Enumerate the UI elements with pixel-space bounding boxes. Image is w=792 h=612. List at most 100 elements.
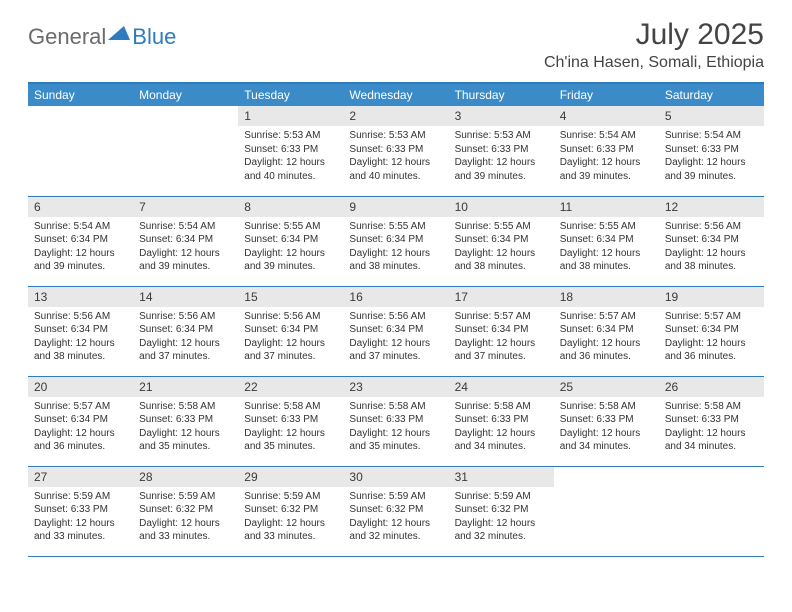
day-details: Sunrise: 5:55 AMSunset: 6:34 PMDaylight:… <box>238 217 343 280</box>
day-number: 31 <box>449 467 554 487</box>
calendar-empty-cell <box>659 466 764 556</box>
calendar-day-cell: 31Sunrise: 5:59 AMSunset: 6:32 PMDayligh… <box>449 466 554 556</box>
day-details: Sunrise: 5:55 AMSunset: 6:34 PMDaylight:… <box>343 217 448 280</box>
day-number: 23 <box>343 377 448 397</box>
calendar-day-cell: 30Sunrise: 5:59 AMSunset: 6:32 PMDayligh… <box>343 466 448 556</box>
title-block: July 2025 Ch'ina Hasen, Somali, Ethiopia <box>544 18 764 72</box>
calendar-day-cell: 3Sunrise: 5:53 AMSunset: 6:33 PMDaylight… <box>449 106 554 196</box>
day-header: Saturday <box>659 83 764 106</box>
calendar-day-cell: 29Sunrise: 5:59 AMSunset: 6:32 PMDayligh… <box>238 466 343 556</box>
day-details: Sunrise: 5:56 AMSunset: 6:34 PMDaylight:… <box>238 307 343 370</box>
day-number: 13 <box>28 287 133 307</box>
logo-triangle-icon <box>108 24 130 45</box>
day-number: 9 <box>343 197 448 217</box>
day-number: 1 <box>238 106 343 126</box>
calendar-empty-cell <box>28 106 133 196</box>
day-number: 25 <box>554 377 659 397</box>
day-number: 3 <box>449 106 554 126</box>
day-details: Sunrise: 5:54 AMSunset: 6:34 PMDaylight:… <box>28 217 133 280</box>
calendar-day-cell: 14Sunrise: 5:56 AMSunset: 6:34 PMDayligh… <box>133 286 238 376</box>
calendar-empty-cell <box>554 466 659 556</box>
calendar-empty-cell <box>133 106 238 196</box>
calendar-day-cell: 4Sunrise: 5:54 AMSunset: 6:33 PMDaylight… <box>554 106 659 196</box>
month-title: July 2025 <box>544 18 764 52</box>
calendar-day-cell: 17Sunrise: 5:57 AMSunset: 6:34 PMDayligh… <box>449 286 554 376</box>
calendar-day-cell: 19Sunrise: 5:57 AMSunset: 6:34 PMDayligh… <box>659 286 764 376</box>
calendar-day-cell: 11Sunrise: 5:55 AMSunset: 6:34 PMDayligh… <box>554 196 659 286</box>
calendar-week-row: 6Sunrise: 5:54 AMSunset: 6:34 PMDaylight… <box>28 196 764 286</box>
day-details: Sunrise: 5:54 AMSunset: 6:33 PMDaylight:… <box>659 126 764 189</box>
calendar-day-cell: 22Sunrise: 5:58 AMSunset: 6:33 PMDayligh… <box>238 376 343 466</box>
day-number: 20 <box>28 377 133 397</box>
day-details: Sunrise: 5:54 AMSunset: 6:34 PMDaylight:… <box>133 217 238 280</box>
day-number: 12 <box>659 197 764 217</box>
day-header: Sunday <box>28 83 133 106</box>
calendar-day-cell: 7Sunrise: 5:54 AMSunset: 6:34 PMDaylight… <box>133 196 238 286</box>
calendar-day-cell: 28Sunrise: 5:59 AMSunset: 6:32 PMDayligh… <box>133 466 238 556</box>
calendar-week-row: 1Sunrise: 5:53 AMSunset: 6:33 PMDaylight… <box>28 106 764 196</box>
day-number: 21 <box>133 377 238 397</box>
day-details: Sunrise: 5:59 AMSunset: 6:32 PMDaylight:… <box>449 487 554 550</box>
day-number: 16 <box>343 287 448 307</box>
calendar-day-cell: 20Sunrise: 5:57 AMSunset: 6:34 PMDayligh… <box>28 376 133 466</box>
calendar-day-cell: 18Sunrise: 5:57 AMSunset: 6:34 PMDayligh… <box>554 286 659 376</box>
day-number: 6 <box>28 197 133 217</box>
day-header: Wednesday <box>343 83 448 106</box>
day-details: Sunrise: 5:53 AMSunset: 6:33 PMDaylight:… <box>449 126 554 189</box>
calendar-day-cell: 10Sunrise: 5:55 AMSunset: 6:34 PMDayligh… <box>449 196 554 286</box>
calendar-day-cell: 23Sunrise: 5:58 AMSunset: 6:33 PMDayligh… <box>343 376 448 466</box>
page-header: General Blue July 2025 Ch'ina Hasen, Som… <box>28 18 764 72</box>
day-number: 26 <box>659 377 764 397</box>
day-number: 5 <box>659 106 764 126</box>
calendar-table: SundayMondayTuesdayWednesdayThursdayFrid… <box>28 82 764 557</box>
day-number: 28 <box>133 467 238 487</box>
day-details: Sunrise: 5:55 AMSunset: 6:34 PMDaylight:… <box>449 217 554 280</box>
day-number: 30 <box>343 467 448 487</box>
day-details: Sunrise: 5:56 AMSunset: 6:34 PMDaylight:… <box>28 307 133 370</box>
day-details: Sunrise: 5:55 AMSunset: 6:34 PMDaylight:… <box>554 217 659 280</box>
day-details: Sunrise: 5:56 AMSunset: 6:34 PMDaylight:… <box>659 217 764 280</box>
calendar-week-row: 20Sunrise: 5:57 AMSunset: 6:34 PMDayligh… <box>28 376 764 466</box>
calendar-day-cell: 26Sunrise: 5:58 AMSunset: 6:33 PMDayligh… <box>659 376 764 466</box>
day-details: Sunrise: 5:58 AMSunset: 6:33 PMDaylight:… <box>343 397 448 460</box>
day-header: Thursday <box>449 83 554 106</box>
day-number: 22 <box>238 377 343 397</box>
day-details: Sunrise: 5:59 AMSunset: 6:32 PMDaylight:… <box>238 487 343 550</box>
calendar-week-row: 13Sunrise: 5:56 AMSunset: 6:34 PMDayligh… <box>28 286 764 376</box>
calendar-day-cell: 8Sunrise: 5:55 AMSunset: 6:34 PMDaylight… <box>238 196 343 286</box>
calendar-day-cell: 2Sunrise: 5:53 AMSunset: 6:33 PMDaylight… <box>343 106 448 196</box>
calendar-day-cell: 25Sunrise: 5:58 AMSunset: 6:33 PMDayligh… <box>554 376 659 466</box>
day-number: 10 <box>449 197 554 217</box>
day-details: Sunrise: 5:58 AMSunset: 6:33 PMDaylight:… <box>449 397 554 460</box>
day-details: Sunrise: 5:57 AMSunset: 6:34 PMDaylight:… <box>28 397 133 460</box>
day-details: Sunrise: 5:58 AMSunset: 6:33 PMDaylight:… <box>659 397 764 460</box>
day-details: Sunrise: 5:56 AMSunset: 6:34 PMDaylight:… <box>343 307 448 370</box>
calendar-day-cell: 24Sunrise: 5:58 AMSunset: 6:33 PMDayligh… <box>449 376 554 466</box>
calendar-day-cell: 12Sunrise: 5:56 AMSunset: 6:34 PMDayligh… <box>659 196 764 286</box>
calendar-day-cell: 15Sunrise: 5:56 AMSunset: 6:34 PMDayligh… <box>238 286 343 376</box>
day-number: 8 <box>238 197 343 217</box>
location-subtitle: Ch'ina Hasen, Somali, Ethiopia <box>544 54 764 72</box>
calendar-day-cell: 9Sunrise: 5:55 AMSunset: 6:34 PMDaylight… <box>343 196 448 286</box>
day-number: 29 <box>238 467 343 487</box>
day-number: 4 <box>554 106 659 126</box>
day-number: 19 <box>659 287 764 307</box>
day-details: Sunrise: 5:56 AMSunset: 6:34 PMDaylight:… <box>133 307 238 370</box>
day-details: Sunrise: 5:54 AMSunset: 6:33 PMDaylight:… <box>554 126 659 189</box>
logo-text-blue: Blue <box>132 24 176 50</box>
day-number: 7 <box>133 197 238 217</box>
day-details: Sunrise: 5:58 AMSunset: 6:33 PMDaylight:… <box>554 397 659 460</box>
logo: General Blue <box>28 24 176 50</box>
day-details: Sunrise: 5:59 AMSunset: 6:33 PMDaylight:… <box>28 487 133 550</box>
day-number: 17 <box>449 287 554 307</box>
day-number: 14 <box>133 287 238 307</box>
day-details: Sunrise: 5:57 AMSunset: 6:34 PMDaylight:… <box>659 307 764 370</box>
day-details: Sunrise: 5:53 AMSunset: 6:33 PMDaylight:… <box>238 126 343 189</box>
day-details: Sunrise: 5:59 AMSunset: 6:32 PMDaylight:… <box>133 487 238 550</box>
calendar-day-cell: 21Sunrise: 5:58 AMSunset: 6:33 PMDayligh… <box>133 376 238 466</box>
day-header: Monday <box>133 83 238 106</box>
calendar-day-cell: 16Sunrise: 5:56 AMSunset: 6:34 PMDayligh… <box>343 286 448 376</box>
day-details: Sunrise: 5:59 AMSunset: 6:32 PMDaylight:… <box>343 487 448 550</box>
calendar-day-cell: 6Sunrise: 5:54 AMSunset: 6:34 PMDaylight… <box>28 196 133 286</box>
day-number: 2 <box>343 106 448 126</box>
